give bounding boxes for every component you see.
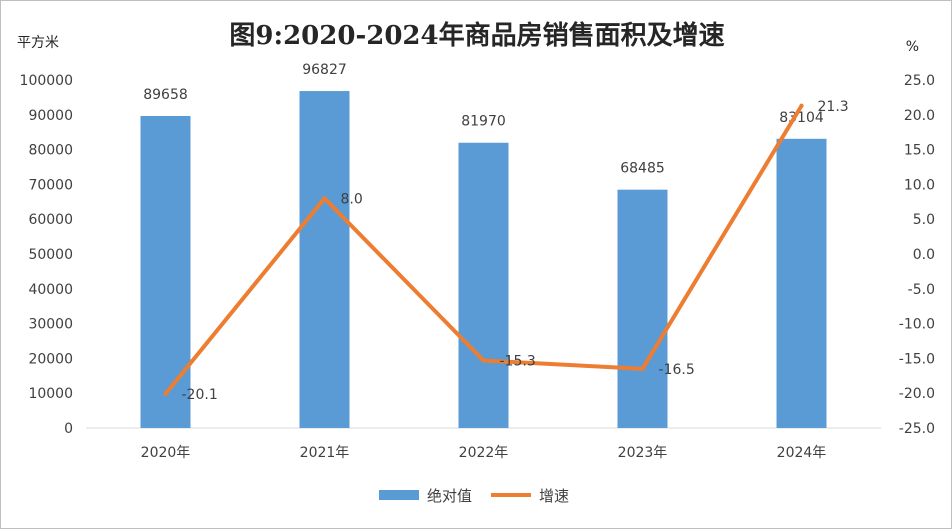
right-tick-label: 10.0: [904, 177, 935, 193]
right-tick-label: -10.0: [899, 317, 935, 333]
bar: [776, 138, 827, 428]
left-tick-label: 0: [64, 421, 73, 437]
bar: [140, 115, 191, 428]
right-tick-label: 15.0: [904, 143, 935, 159]
bar-value-label: 68485: [620, 161, 665, 177]
bar-value-label: 96827: [302, 62, 347, 78]
right-tick-label: 0.0: [913, 247, 935, 263]
left-tick-label: 10000: [28, 386, 73, 402]
legend-line-label: 增速: [539, 487, 569, 505]
growth-point: [640, 366, 645, 371]
right-tick-label: -15.0: [899, 351, 935, 367]
growth-point: [799, 103, 804, 108]
growth-value-label: 8.0: [341, 191, 363, 207]
left-tick-label: 30000: [28, 317, 73, 333]
growth-value-label: 21.3: [818, 99, 849, 115]
bar: [299, 91, 350, 428]
right-tick-label: -25.0: [899, 421, 935, 437]
x-tick-label: 2021年: [300, 445, 350, 461]
left-axis-ticks: 0 10000 20000 30000 40000 50000 60000 70000 8000…: [20, 73, 73, 437]
left-tick-label: 50000: [28, 247, 73, 263]
x-axis-ticks: 2020年 2021年 2022年 2023年 2024年: [141, 445, 827, 461]
legend-bar-swatch: [379, 490, 419, 500]
right-axis-ticks: -25.0 -20.0 -15.0 -10.0 -5.0 0.0 5.0 10.0 15.0 20…: [899, 73, 935, 437]
left-tick-label: 40000: [28, 282, 73, 298]
growth-point: [163, 391, 168, 396]
growth-point: [481, 358, 486, 363]
bar: [458, 142, 509, 429]
right-tick-label: 5.0: [913, 212, 935, 228]
right-tick-label: -20.0: [899, 386, 935, 402]
x-tick-label: 2020年: [141, 445, 191, 461]
right-tick-label: 25.0: [904, 73, 935, 89]
right-tick-label: -5.0: [908, 282, 935, 298]
bar-value-label: 89658: [143, 87, 188, 103]
left-tick-label: 20000: [28, 351, 73, 367]
x-tick-label: 2022年: [459, 445, 509, 461]
growth-value-label: -16.5: [659, 362, 695, 378]
chart-title: 图9:2020-2024年商品房销售面积及增速: [229, 20, 724, 51]
left-tick-label: 80000: [28, 143, 73, 159]
left-tick-label: 90000: [28, 108, 73, 124]
x-tick-label: 2024年: [777, 445, 827, 461]
left-tick-label: 60000: [28, 212, 73, 228]
x-tick-label: 2023年: [618, 445, 668, 461]
left-tick-label: 100000: [20, 73, 73, 89]
legend-bar-label: 绝对值: [427, 487, 472, 505]
bar: [617, 189, 668, 428]
left-axis-unit: 平方米: [17, 35, 59, 51]
legend: 绝对值 增速: [379, 487, 569, 505]
left-tick-label: 70000: [28, 177, 73, 193]
right-tick-label: 20.0: [904, 108, 935, 124]
line-series: -20.1 8.0 -15.3 -16.5 21.3: [163, 99, 849, 403]
growth-value-label: -20.1: [182, 387, 218, 403]
bar-value-label: 81970: [461, 114, 506, 130]
right-axis-unit: %: [906, 39, 919, 55]
growth-value-label: -15.3: [500, 353, 536, 369]
growth-point: [322, 196, 327, 201]
